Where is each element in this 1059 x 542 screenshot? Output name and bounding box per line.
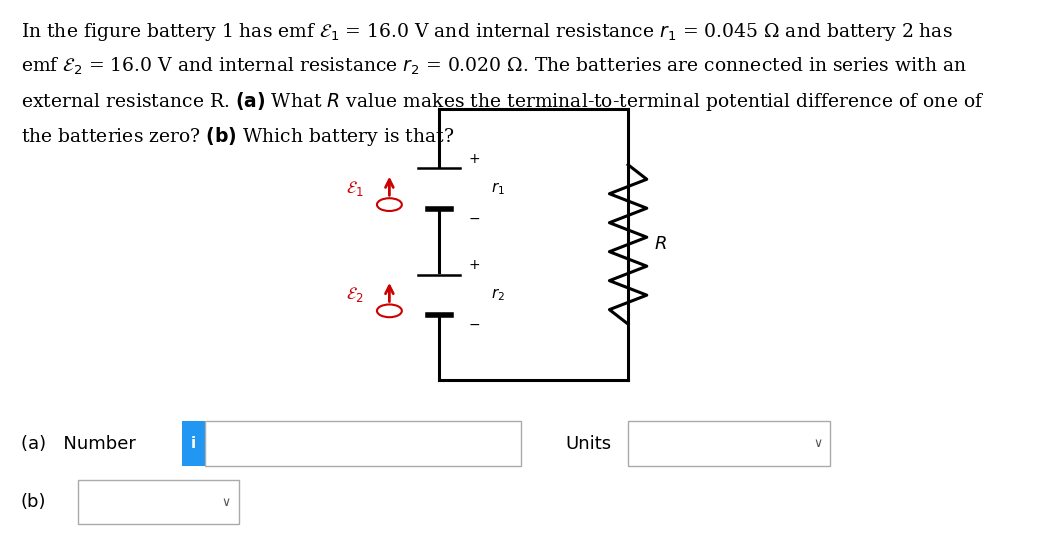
Text: ∨: ∨ <box>813 437 822 450</box>
Text: In the figure battery 1 has emf $\mathcal{E}_1$ = 16.0 V and internal resistance: In the figure battery 1 has emf $\mathca… <box>21 21 953 43</box>
Text: $\mathcal{E}_2$: $\mathcal{E}_2$ <box>346 286 363 305</box>
Text: +: + <box>468 152 480 166</box>
Text: $r_2$: $r_2$ <box>491 287 505 304</box>
Bar <box>204 421 521 466</box>
Text: external resistance R. $\mathbf{(a)}$ What $R$ value makes the terminal-to-termi: external resistance R. $\mathbf{(a)}$ Wh… <box>21 91 985 113</box>
Text: ∨: ∨ <box>221 495 231 508</box>
Text: −: − <box>468 318 480 332</box>
Text: the batteries zero? $\mathbf{(b)}$ Which battery is that?: the batteries zero? $\mathbf{(b)}$ Which… <box>21 125 454 148</box>
Text: $R$: $R$ <box>654 235 667 254</box>
Text: $\mathcal{E}_1$: $\mathcal{E}_1$ <box>345 179 363 198</box>
Text: i: i <box>191 436 196 451</box>
Text: $r_1$: $r_1$ <box>491 180 505 197</box>
Text: emf $\mathcal{E}_2$ = 16.0 V and internal resistance $r_2$ = 0.020 Ω. The batter: emf $\mathcal{E}_2$ = 16.0 V and interna… <box>21 56 967 77</box>
Bar <box>628 421 830 466</box>
Text: (b): (b) <box>21 493 47 511</box>
Text: Units: Units <box>566 435 612 453</box>
Text: −: − <box>468 211 480 225</box>
Bar <box>182 421 204 466</box>
Bar <box>78 480 239 524</box>
Text: (a)   Number: (a) Number <box>21 435 136 453</box>
Text: +: + <box>468 258 480 272</box>
